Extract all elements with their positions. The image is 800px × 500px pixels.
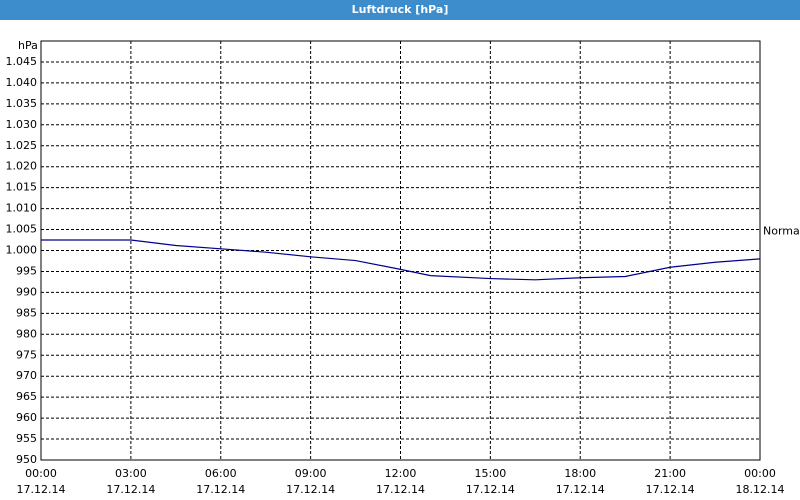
y-tick-label: 980 xyxy=(16,327,37,340)
title-bar: Luftdruck [hPa] xyxy=(0,0,800,20)
chart: hPa 950 955 960 965 970 975 980 985 990 995 1.000 1.… xyxy=(6,39,800,496)
x-tick-label: 03:00 xyxy=(115,467,147,480)
y-tick-label: 1.000 xyxy=(6,244,38,257)
y-tick-label: 1.005 xyxy=(6,223,38,236)
y-tick-label: 1.045 xyxy=(6,55,38,68)
y-tick-label: 995 xyxy=(16,264,37,277)
y-unit: hPa xyxy=(18,39,38,52)
y-tick-label: 1.015 xyxy=(6,181,38,194)
x-tick-date: 17.12.14 xyxy=(17,483,66,496)
x-tick-label: 12:00 xyxy=(385,467,417,480)
y-tick-label: 1.030 xyxy=(6,118,38,131)
x-tick-label: 15:00 xyxy=(475,467,507,480)
y-tick-label: 1.035 xyxy=(6,97,38,110)
x-tick-date: 17.12.14 xyxy=(646,483,695,496)
x-tick-date: 17.12.14 xyxy=(196,483,245,496)
y-tick-label: 990 xyxy=(16,285,37,298)
line xyxy=(41,239,761,281)
y-tick-label: 1.040 xyxy=(6,76,38,89)
x-tick-date: 17.12.14 xyxy=(466,483,515,496)
y-tick-label: 1.010 xyxy=(6,202,38,215)
y-tick-label: 965 xyxy=(16,390,37,403)
x-tick-label: 09:00 xyxy=(295,467,327,480)
x-tick-label: 00:00 xyxy=(744,467,776,480)
y-tick-label: 975 xyxy=(16,348,37,361)
y-tick-label: 1.020 xyxy=(6,160,38,173)
x-tick-date: 18.12.14 xyxy=(736,483,785,496)
x-tick-date: 17.12.14 xyxy=(106,483,155,496)
annotation: Normal xyxy=(763,225,800,238)
y-tick-label: 985 xyxy=(16,306,37,319)
y-tick-label: 970 xyxy=(16,369,37,382)
x-tick-label: 21:00 xyxy=(654,467,686,480)
x-tick-label: 06:00 xyxy=(205,467,237,480)
y-tick-label: 1.025 xyxy=(6,139,38,152)
x-tick-date: 17.12.14 xyxy=(286,483,335,496)
x-tick-date: 17.12.14 xyxy=(556,483,605,496)
y-tick-label: 950 xyxy=(16,453,37,466)
x-tick-label: 18:00 xyxy=(564,467,596,480)
plot-border xyxy=(40,40,761,461)
x-tick-label: 00:00 xyxy=(25,467,57,480)
x-tick-date: 17.12.14 xyxy=(376,483,425,496)
y-tick-label: 955 xyxy=(16,432,37,445)
y-tick-label: 960 xyxy=(16,411,37,424)
